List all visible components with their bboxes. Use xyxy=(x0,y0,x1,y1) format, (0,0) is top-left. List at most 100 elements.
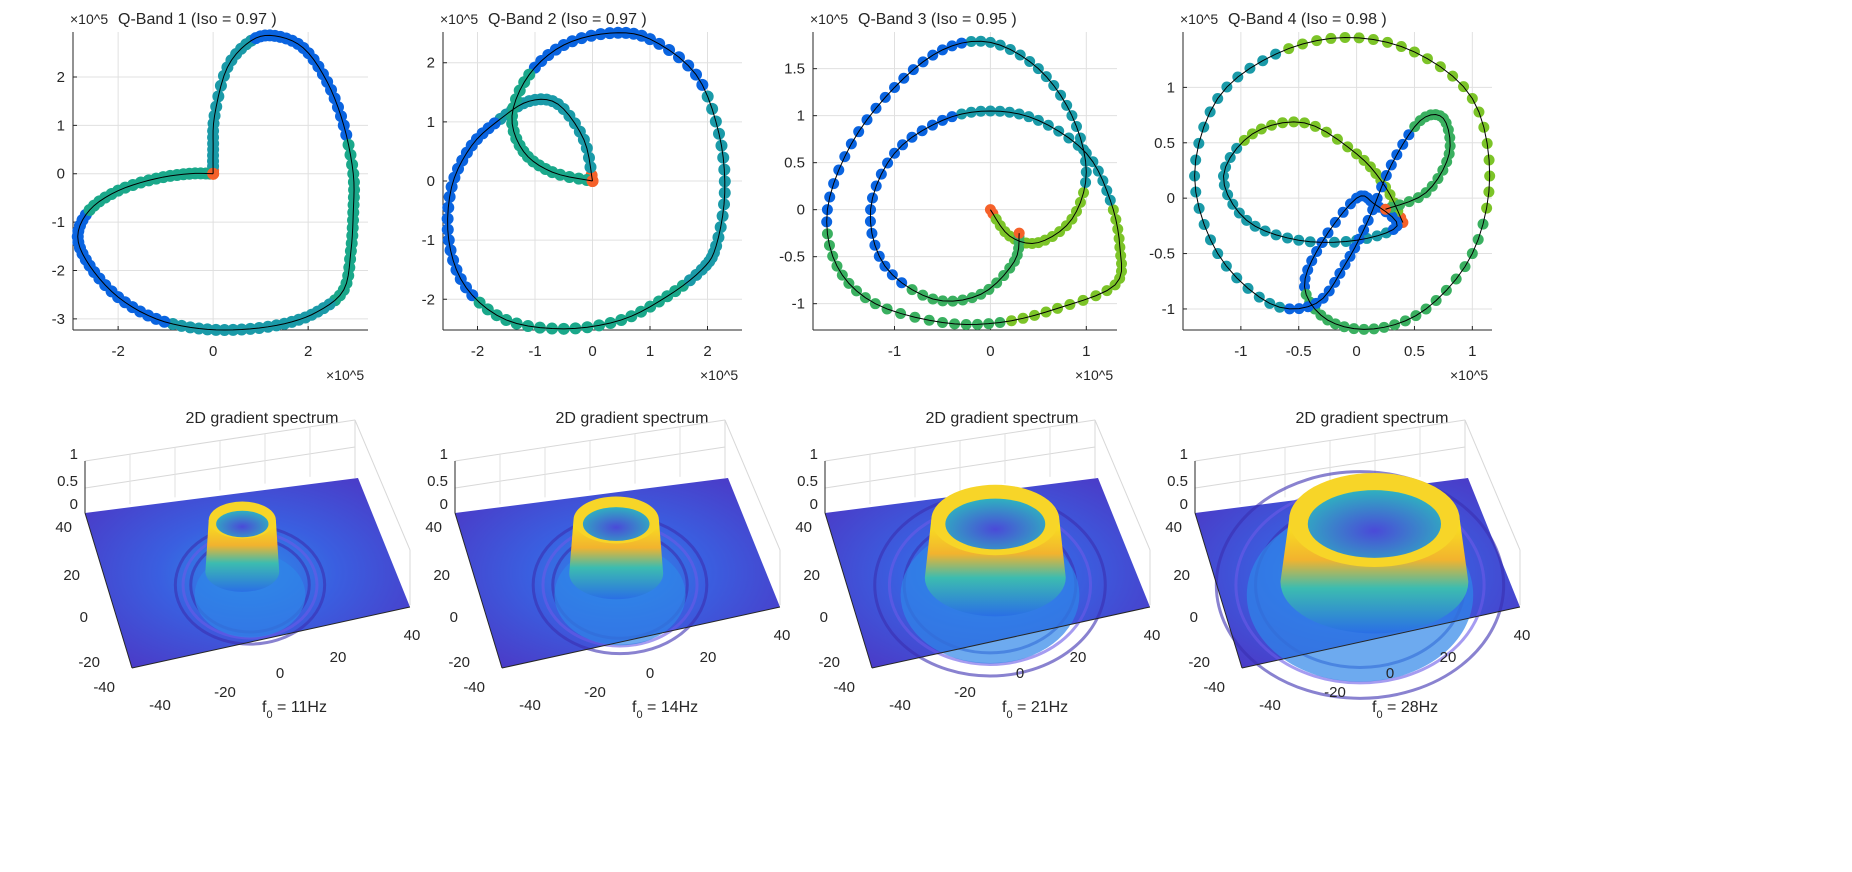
z-tick-label: 0 xyxy=(1180,496,1188,513)
x-exponent-label: ×10^5 xyxy=(326,367,364,383)
x-tick-label: 0 xyxy=(1386,665,1394,682)
trajectory-line xyxy=(447,32,726,330)
x-tick-label: 40 xyxy=(404,627,421,644)
panel-title: Q-Band 3 (Iso = 0.95 ) xyxy=(858,11,1017,28)
surface-peak-wall xyxy=(569,520,664,600)
surface-peak-hole xyxy=(216,510,269,538)
y-tick-label: 0 xyxy=(427,173,435,190)
y-tick-label: -1 xyxy=(422,232,435,249)
trajectory-line xyxy=(1194,37,1491,330)
y-tick-label: -1 xyxy=(792,296,805,313)
x-tick-label: 0 xyxy=(276,665,284,682)
surface-peak-hole xyxy=(945,498,1046,550)
x-tick-label: 40 xyxy=(1514,627,1531,644)
z-tick-label: 1 xyxy=(1180,446,1188,463)
z-tick-label: 0 xyxy=(440,496,448,513)
x-label-subscript: 0 xyxy=(1006,709,1012,721)
scatter-panel-2: -2 -1 0 1 2 -2 -1 0 1 2 ×10^5 Q-Band 2 (Iso = 0.97 … xyxy=(422,11,742,383)
x-axis-label: f0 = 14Hz xyxy=(632,699,698,721)
x-tick-label: -20 xyxy=(584,684,606,701)
y-tick-label: -2 xyxy=(422,291,435,308)
y-tick-label: 1 xyxy=(57,117,65,134)
x-tick-label: -40 xyxy=(519,697,541,714)
y-tick-label: 0 xyxy=(1190,609,1198,626)
x-label-main: f xyxy=(1372,699,1377,716)
y-tick-label: 0.5 xyxy=(1154,135,1175,152)
y-axis xyxy=(1194,512,1243,669)
y-axis xyxy=(454,512,503,669)
y-tick-label: 40 xyxy=(795,519,812,536)
x-tick-label: 1 xyxy=(1468,343,1476,360)
y-tick-label: 40 xyxy=(55,519,72,536)
x-tick-label: -1 xyxy=(1234,343,1247,360)
z-tick-label: 1 xyxy=(440,446,448,463)
x-label-subscript: 0 xyxy=(266,709,272,721)
x-label-main: f xyxy=(262,699,267,716)
x-tick-label: 2 xyxy=(304,343,312,360)
x-tick-label: 0 xyxy=(1016,665,1024,682)
z-tick-label: 0.5 xyxy=(797,473,818,490)
x-exponent-label: ×10^5 xyxy=(1075,367,1113,383)
x-exponent-label: ×10^5 xyxy=(1450,367,1488,383)
scatter-panel-1: -2 0 2 -3 -2 -1 0 1 2 ×10^5 Q-Band 1 (Iso = 0.97 )… xyxy=(52,11,368,383)
y-tick-label: -40 xyxy=(93,679,115,696)
panel-title: 2D gradient spectrum xyxy=(186,410,339,427)
y-tick-label: 0.5 xyxy=(784,155,805,172)
z-tick-label: 0 xyxy=(70,496,78,513)
y-exponent-label: ×10^5 xyxy=(440,11,478,27)
x-axis xyxy=(131,606,411,669)
box-grid-line xyxy=(1464,419,1521,551)
x-tick-label: 1 xyxy=(646,343,654,360)
x-tick-label: 0 xyxy=(646,665,654,682)
x-tick-label: 0 xyxy=(588,343,596,360)
x-tick-label: -40 xyxy=(1259,697,1281,714)
x-tick-label: -0.5 xyxy=(1286,343,1312,360)
x-tick-label: -2 xyxy=(471,343,484,360)
x-tick-label: 20 xyxy=(1070,649,1087,666)
x-tick-label: -20 xyxy=(954,684,976,701)
panel-title: Q-Band 1 (Iso = 0.97 ) xyxy=(118,11,277,28)
x-axis xyxy=(871,606,1151,669)
z-tick-label: 0.5 xyxy=(57,473,78,490)
scatter-panel-4: -1 -0.5 0 0.5 1 -1 -0.5 0 0.5 1 ×10^5 Q-Band 4 (Iso… xyxy=(1149,11,1496,383)
y-tick-label: 0 xyxy=(1167,190,1175,207)
x-tick-label: 2 xyxy=(703,343,711,360)
y-tick-label: 0 xyxy=(820,609,828,626)
x-tick-label: 40 xyxy=(774,627,791,644)
y-tick-label: -0.5 xyxy=(1149,246,1175,263)
x-tick-label: -2 xyxy=(111,343,124,360)
surface-panel-3: 2D gradient spectrum 0 0.5 1 -40 -20 0 20 40 -40 -… xyxy=(795,410,1160,721)
y-tick-label: -40 xyxy=(1203,679,1225,696)
box-grid-line xyxy=(354,419,411,551)
y-tick-label: 2 xyxy=(57,69,65,86)
y-exponent-label: ×10^5 xyxy=(70,11,108,27)
y-tick-label: 20 xyxy=(803,567,820,584)
y-tick-label: 20 xyxy=(1173,567,1190,584)
surface-panel-4: 2D gradient spectrum 0 0.5 1 -40 -20 0 20 40 -40 -… xyxy=(1165,410,1530,721)
y-tick-label: 2 xyxy=(427,55,435,72)
y-tick-label: 0 xyxy=(80,609,88,626)
box-grid-line xyxy=(1094,419,1151,551)
y-tick-label: -40 xyxy=(833,679,855,696)
panel-title: 2D gradient spectrum xyxy=(926,410,1079,427)
z-tick-label: 0 xyxy=(810,496,818,513)
x-tick-label: 1 xyxy=(1082,343,1090,360)
box-grid-line xyxy=(724,419,781,551)
y-tick-label: 0 xyxy=(57,166,65,183)
y-tick-label: -3 xyxy=(52,311,65,328)
y-tick-label: 40 xyxy=(1165,519,1182,536)
y-tick-label: 40 xyxy=(425,519,442,536)
surface-panel-1: 2D gradient spectrum 0 0.5 1 -40 -20 0 20 40 -40 -… xyxy=(55,410,420,721)
x-label-subscript: 0 xyxy=(1376,709,1382,721)
x-axis-label: f0 = 11Hz xyxy=(262,699,327,721)
x-tick-label: -20 xyxy=(214,684,236,701)
x-tick-label: 20 xyxy=(1440,649,1457,666)
y-tick-label: 0 xyxy=(450,609,458,626)
x-tick-label: 0 xyxy=(986,343,994,360)
z-tick-label: 1 xyxy=(70,446,78,463)
trajectory-line xyxy=(826,40,1123,326)
y-tick-label: -20 xyxy=(1188,654,1210,671)
x-label-rest: = 28Hz xyxy=(1383,699,1439,716)
